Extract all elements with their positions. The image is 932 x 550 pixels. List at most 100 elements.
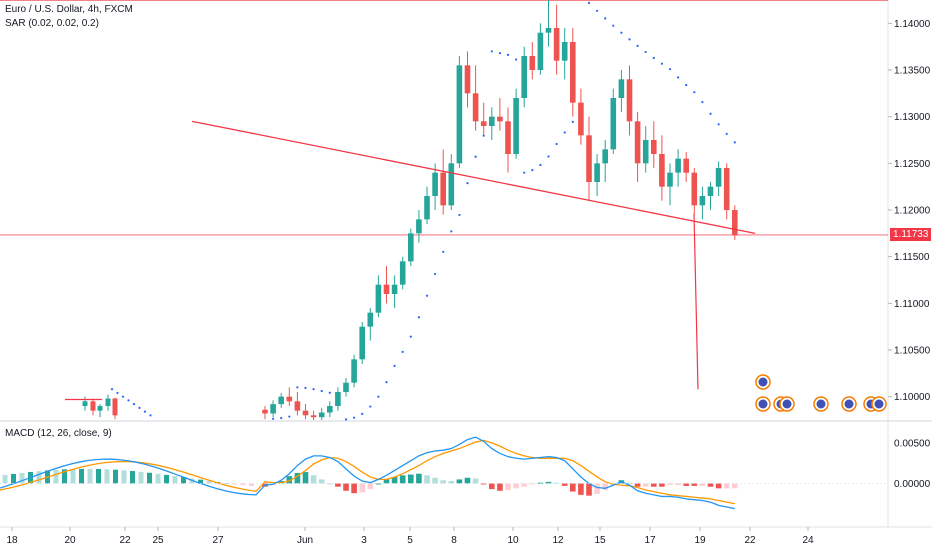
economic-event-icon[interactable]: [871, 396, 887, 412]
macd-histogram-bar: [521, 483, 527, 487]
sar-dot: [523, 171, 526, 174]
macd-histogram-bar: [715, 483, 722, 489]
macd-histogram-bar: [62, 469, 67, 484]
macd-histogram-bar: [351, 483, 357, 494]
candle-body: [626, 79, 633, 122]
candle-body: [521, 56, 527, 98]
sar-dot: [466, 182, 469, 185]
macd-histogram-bar: [359, 483, 365, 493]
candle-body: [391, 284, 398, 294]
sar-dot: [539, 163, 542, 167]
macd-histogram-bar: [53, 469, 59, 484]
economic-event-icon[interactable]: [755, 374, 771, 390]
sar-dot: [677, 76, 680, 79]
sar-dot: [280, 416, 283, 420]
candle-body: [553, 28, 560, 61]
economic-event-icon[interactable]: [755, 396, 771, 412]
x-tick-label: 3: [361, 535, 367, 546]
economic-event-icon[interactable]: [779, 396, 795, 412]
economic-event-icon[interactable]: [841, 396, 857, 412]
macd-histogram-bar: [416, 473, 422, 484]
candle-body: [97, 406, 103, 411]
macd-histogram-bar: [594, 483, 600, 495]
sar-dot: [458, 213, 461, 217]
macd-histogram-bar: [318, 479, 325, 484]
macd-histogram-bar: [367, 483, 374, 490]
macd-histogram-bar: [138, 471, 144, 484]
macd-histogram-bar: [699, 483, 706, 486]
macd-histogram-bar: [2, 475, 8, 484]
sar-dot: [620, 31, 623, 34]
candle-body: [578, 102, 584, 136]
macd-histogram-bar: [240, 483, 246, 486]
candle-body: [464, 65, 471, 94]
macd-histogram-bar: [667, 483, 673, 486]
candle-body: [715, 168, 722, 187]
sar-dot: [377, 395, 380, 398]
macd-histogram-bar: [335, 483, 341, 487]
sar-dot: [288, 415, 291, 418]
sar-dot: [474, 155, 477, 158]
y-tick-label: 1.13500: [894, 66, 931, 77]
x-tick-label: 10: [507, 535, 519, 546]
macd-histogram-bar: [383, 479, 390, 484]
sar-dot: [132, 403, 136, 406]
candle-body: [707, 186, 714, 196]
candle-body: [408, 233, 414, 262]
x-tick-label: 5: [407, 535, 413, 546]
sar-dot: [450, 230, 453, 233]
candle-body: [472, 93, 479, 122]
sar-dot: [660, 62, 664, 65]
macd-histogram-bar: [310, 475, 317, 484]
candle-body: [448, 163, 455, 206]
x-tick-label: 17: [644, 535, 656, 546]
sar-dot: [596, 9, 599, 12]
macd-legend: MACD (12, 26, close, 9): [5, 428, 112, 439]
macd-histogram-bar: [456, 479, 463, 484]
y-tick-label: 1.10500: [894, 346, 931, 357]
macd-histogram-bar: [11, 473, 16, 484]
macd-histogram-bar: [675, 483, 681, 486]
candle-body: [586, 135, 592, 182]
candle-body: [659, 154, 665, 187]
candle-body: [651, 140, 657, 154]
candle-body: [112, 398, 118, 416]
sar-dot: [369, 405, 372, 408]
neckline-trendline: [191, 120, 756, 234]
sar-dot: [409, 335, 412, 338]
candle-body: [424, 196, 430, 220]
sar-dot: [668, 68, 672, 71]
macd-histogram-bar: [691, 483, 698, 486]
macd-histogram-bar: [113, 469, 118, 484]
macd-histogram-bar: [172, 476, 178, 484]
macd-histogram-bar: [375, 483, 382, 485]
x-tick-label: 8: [451, 535, 457, 546]
sar-dot: [717, 123, 720, 126]
candle-body: [610, 98, 617, 150]
sar-dot: [296, 386, 299, 389]
sar-dot: [733, 141, 736, 144]
y-tick-label: 1.12000: [894, 206, 931, 217]
macd-histogram-bar: [683, 483, 689, 486]
candle-body: [432, 172, 438, 196]
macd-histogram-bar: [286, 476, 293, 484]
sar-dot: [612, 24, 615, 27]
candle-body: [570, 42, 576, 103]
macd-histogram-bar: [343, 483, 349, 491]
macd-histogram-bar: [537, 482, 544, 484]
macd-histogram-bar: [659, 483, 665, 487]
candle-body: [105, 398, 111, 406]
macd-histogram-bar: [707, 483, 714, 487]
x-tick-label: 22: [119, 535, 131, 546]
sar-dot: [506, 53, 510, 56]
sar-dot: [498, 52, 501, 55]
x-tick-label: 19: [694, 535, 706, 546]
sar-dot: [143, 410, 147, 413]
macd-histogram-bar: [130, 471, 135, 484]
macd-histogram-bar: [561, 483, 568, 486]
economic-event-icon[interactable]: [813, 396, 829, 412]
candle-body: [456, 65, 463, 164]
macd-histogram-bar: [424, 475, 430, 484]
macd-histogram-bar: [626, 482, 633, 484]
